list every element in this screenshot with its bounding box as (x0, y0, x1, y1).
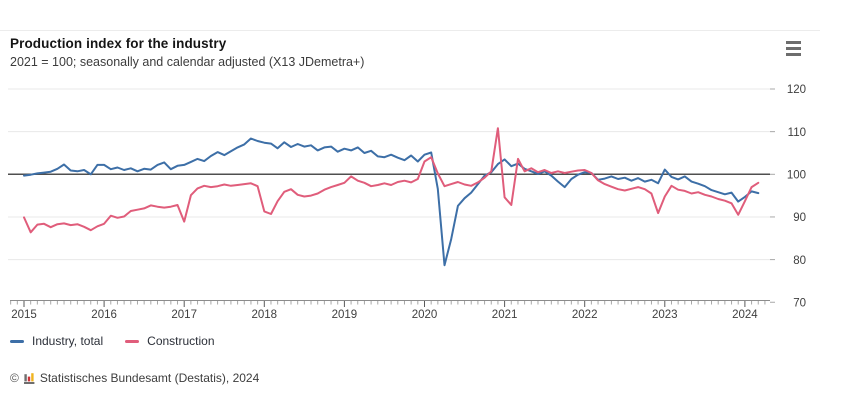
construction-line-swatch (125, 339, 140, 343)
y-axis-label-120: 120 (787, 84, 806, 96)
legend-label: Industry, total (32, 334, 104, 348)
x-axis-label-2022: 2022 (572, 309, 598, 321)
chart-subtitle: 2021 = 100; seasonally and calendar adju… (10, 55, 365, 69)
x-axis-label-2015: 2015 (11, 309, 37, 321)
source-line: © Statistisches Bundesamt (Destatis), 20… (10, 371, 259, 385)
copyright-symbol: © (10, 371, 19, 385)
y-axis-label-100: 100 (787, 170, 806, 182)
x-axis-label-2016: 2016 (91, 309, 117, 321)
x-axis-label-2019: 2019 (332, 309, 358, 321)
source-text: Statistisches Bundesamt (Destatis), 2024 (39, 371, 260, 385)
y-axis-label-80: 80 (793, 255, 806, 267)
legend-item-construction[interactable]: Construction (125, 334, 215, 348)
hamburger-menu-icon[interactable] (786, 41, 801, 56)
x-axis-label-2023: 2023 (652, 309, 678, 321)
destatis-bar-chart-logo-icon (23, 373, 35, 384)
x-axis-label-2020: 2020 (412, 309, 438, 321)
chart-legend: Industry, total Construction (10, 334, 215, 348)
y-axis-label-90: 90 (793, 212, 806, 224)
y-axis-label-70: 70 (793, 297, 806, 309)
page-title: Production index for the industry (10, 36, 227, 51)
y-axis-label-110: 110 (788, 127, 806, 139)
legend-item-industry-total[interactable]: Industry, total (10, 334, 103, 348)
legend-label: Construction (147, 334, 215, 348)
x-axis-label-2018: 2018 (252, 309, 278, 321)
top-divider (0, 30, 820, 31)
industry-total-line (23, 137, 760, 267)
x-axis-label-2017: 2017 (171, 309, 197, 321)
industry-total-line-swatch (10, 339, 24, 343)
x-axis-label-2024: 2024 (732, 309, 758, 321)
menu-bar (786, 41, 801, 44)
x-axis-label-2021: 2021 (492, 309, 518, 321)
menu-bar (786, 47, 801, 50)
construction-line (23, 127, 760, 234)
menu-bar (786, 53, 801, 56)
